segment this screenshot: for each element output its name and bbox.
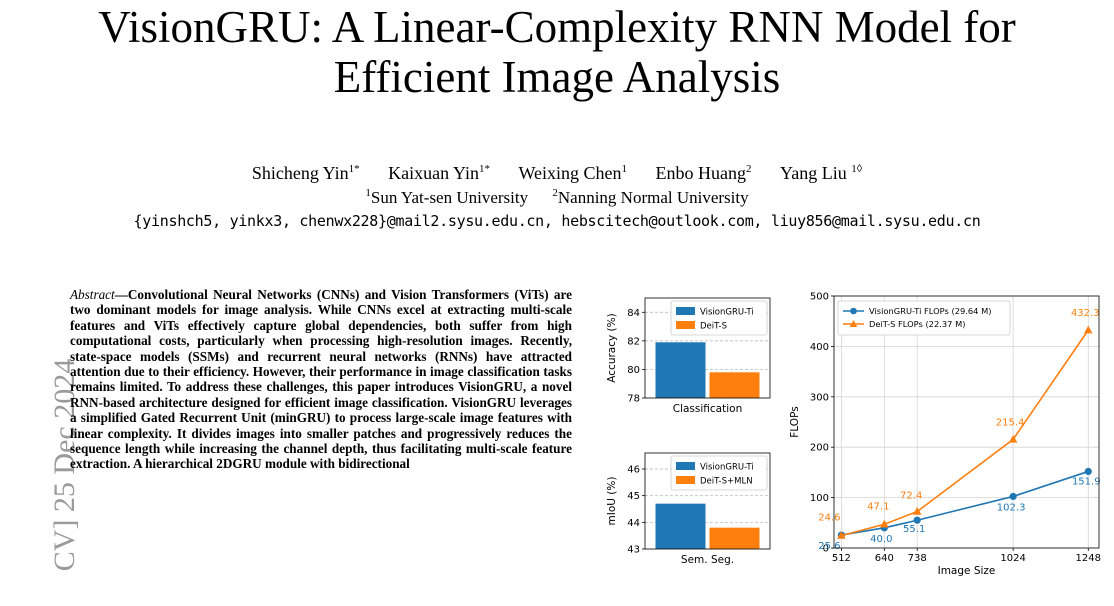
data-point bbox=[1008, 434, 1018, 443]
data-label: 215.4 bbox=[996, 417, 1025, 428]
legend-label: VisionGRU-Ti FLOPs (29.64 M) bbox=[869, 306, 991, 316]
author: Kaixuan Yin1* bbox=[388, 163, 490, 183]
legend-label: DeiT-S FLOPs (22.37 M) bbox=[869, 319, 965, 329]
data-label: 55.1 bbox=[903, 524, 925, 535]
author: Shicheng Yin1* bbox=[251, 163, 360, 183]
author: Weixing Chen1 bbox=[518, 163, 628, 183]
y-tick-label: 84 bbox=[627, 308, 640, 319]
y-axis-label: Accuracy (%) bbox=[606, 313, 618, 382]
legend-swatch bbox=[676, 462, 695, 470]
y-tick-label: 80 bbox=[627, 365, 640, 376]
title-line-1: VisionGRU: A Linear-Complexity RNN Model… bbox=[98, 2, 1016, 52]
y-tick-label: 44 bbox=[627, 518, 640, 529]
abstract-text: —Convolutional Neural Networks (CNNs) an… bbox=[70, 287, 572, 472]
x-tick-label: 1024 bbox=[1000, 553, 1025, 564]
x-tick-label: 512 bbox=[832, 553, 851, 564]
y-tick-label: 200 bbox=[810, 443, 829, 454]
accuracy-bar-chart: 78 80 82 84 Classification Accuracy (%) Vision… bbox=[606, 297, 771, 415]
x-tick-label: 738 bbox=[908, 553, 927, 564]
data-point bbox=[913, 516, 921, 524]
legend-marker bbox=[850, 307, 857, 315]
affiliation: 1Sun Yat-sen University bbox=[365, 187, 529, 208]
data-label: 47.1 bbox=[867, 501, 889, 512]
bar bbox=[709, 527, 760, 549]
paper-title: VisionGRU: A Linear-Complexity RNN Model… bbox=[0, 2, 1114, 102]
affiliation-list: 1Sun Yat-sen University 2Nanning Normal … bbox=[0, 188, 1114, 208]
legend-label: VisionGRU-Ti bbox=[700, 463, 754, 473]
y-axis-label: mIoU (%) bbox=[606, 477, 618, 526]
x-axis-label: Classification bbox=[673, 403, 742, 415]
y-tick-label: 43 bbox=[627, 545, 640, 556]
legend-marker bbox=[849, 320, 858, 327]
x-tick-label: 640 bbox=[875, 553, 894, 564]
legend-label: DeiT-S+MLN bbox=[700, 477, 753, 487]
y-tick-label: 400 bbox=[810, 342, 829, 353]
x-tick-label: 1248 bbox=[1076, 553, 1101, 564]
legend-box bbox=[837, 300, 1011, 336]
plot-frame bbox=[644, 452, 771, 550]
y-axis-label: FLOPs bbox=[789, 406, 801, 437]
legend-label: DeiT-S bbox=[700, 322, 727, 332]
abstract-label: Abstract bbox=[70, 287, 115, 302]
data-label: 25.6 bbox=[818, 541, 840, 552]
y-tick-label: 82 bbox=[627, 336, 640, 347]
legend-label: VisionGRU-Ti bbox=[700, 308, 754, 318]
data-point bbox=[1083, 325, 1093, 334]
y-tick-label: 300 bbox=[810, 392, 829, 403]
data-label: 432.3 bbox=[1071, 308, 1100, 319]
x-axis-label: Image Size bbox=[938, 565, 996, 577]
y-tick-label: 46 bbox=[627, 465, 640, 476]
plot-frame bbox=[644, 297, 771, 399]
data-label: 40.0 bbox=[870, 534, 892, 545]
legend-swatch bbox=[676, 307, 695, 315]
data-label: 24.6 bbox=[818, 513, 840, 524]
author-list: Shicheng Yin1* Kaixuan Yin1* Weixing Che… bbox=[0, 162, 1114, 184]
bar bbox=[655, 503, 706, 549]
abstract: Abstract—Convolutional Neural Networks (… bbox=[70, 287, 572, 472]
y-tick-label: 100 bbox=[810, 493, 829, 504]
y-tick-label: 0 bbox=[823, 544, 829, 555]
author: Yang Liu 1◊ bbox=[780, 163, 863, 183]
bar bbox=[655, 342, 706, 398]
y-tick-label: 45 bbox=[627, 491, 640, 502]
data-point bbox=[1084, 467, 1092, 476]
y-tick-label: 78 bbox=[627, 394, 640, 405]
x-axis-label: Sem. Seg. bbox=[681, 554, 734, 566]
data-point bbox=[880, 519, 889, 528]
flops-line-chart: 512 640 738 1024 1248 0 100 200 300 400 500 25.6 40.… bbox=[789, 292, 1101, 578]
data-label: 151.9 bbox=[1072, 476, 1101, 487]
affiliation: 2Nanning Normal University bbox=[552, 187, 749, 208]
email-list: {yinshch5, yinkx3, chenwx228}@mail2.sysu… bbox=[133, 212, 981, 230]
miou-bar-chart: 43 44 45 46 Sem. Seg. mIoU (%) VisionGRU-Ti Dei… bbox=[606, 452, 771, 566]
data-point bbox=[837, 531, 846, 539]
data-point bbox=[912, 507, 922, 515]
data-point bbox=[1009, 492, 1017, 501]
legend-swatch bbox=[676, 476, 695, 484]
y-tick-label: 500 bbox=[810, 292, 829, 303]
data-label: 72.4 bbox=[900, 491, 922, 502]
plot-frame bbox=[833, 295, 1100, 549]
legend-swatch bbox=[676, 321, 695, 329]
data-label: 102.3 bbox=[997, 502, 1026, 513]
author: Enbo Huang2 bbox=[655, 163, 752, 183]
bar bbox=[709, 372, 760, 398]
title-line-2: Efficient Image Analysis bbox=[333, 52, 781, 102]
